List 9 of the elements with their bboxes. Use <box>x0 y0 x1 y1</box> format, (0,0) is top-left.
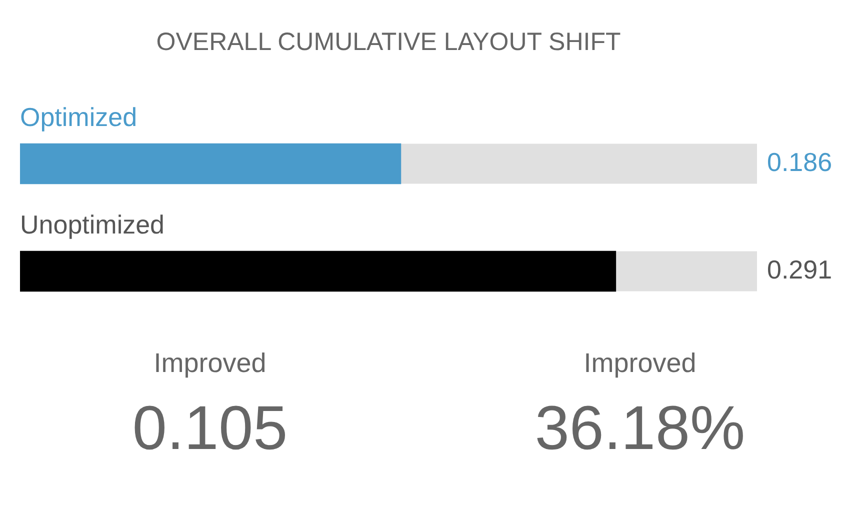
data-label: 0.186 <box>767 146 832 177</box>
data-label: 0.291 <box>767 254 832 284</box>
text: Improved <box>152 347 268 380</box>
text: Improved <box>582 347 698 380</box>
text: 0.105 <box>131 393 289 465</box>
y-tick-label: Optimized <box>20 102 138 132</box>
text: 36.18% <box>534 393 746 465</box>
chart-title: OVERALL CUMULATIVE LAYOUT SHIFT <box>156 28 621 56</box>
y-tick-label: Unoptimized <box>20 209 165 240</box>
